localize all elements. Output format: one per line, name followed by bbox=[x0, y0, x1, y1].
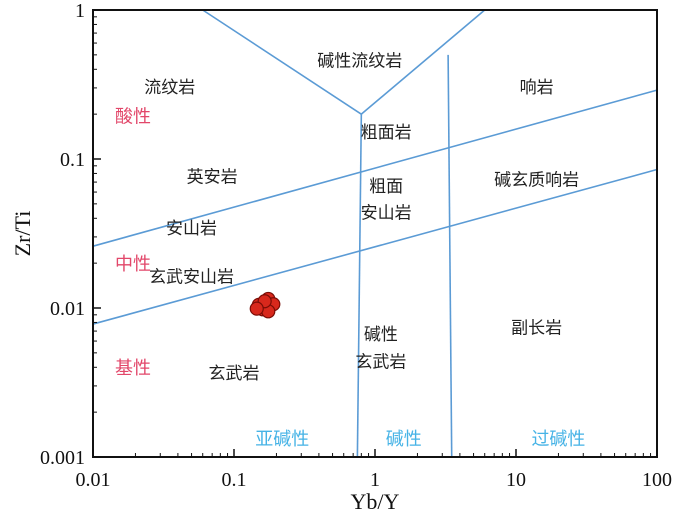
sample-point bbox=[249, 301, 264, 316]
boundary-line bbox=[360, 9, 486, 115]
field-label: 流纹岩 bbox=[144, 78, 195, 98]
alkalinity-label: 碱性 bbox=[386, 429, 422, 450]
acidity-label: 中性 bbox=[115, 254, 151, 275]
boundary-line bbox=[92, 168, 658, 325]
boundary-line bbox=[356, 114, 363, 458]
field-label: 副长岩 bbox=[511, 318, 562, 338]
field-label: 安山岩 bbox=[361, 204, 412, 224]
y-tick-label: 0.1 bbox=[60, 149, 85, 171]
field-label: 响岩 bbox=[520, 78, 554, 98]
x-tick-label: 1 bbox=[370, 469, 380, 491]
y-axis-title: Zr/Ti bbox=[10, 211, 35, 257]
y-tick-label: 1 bbox=[75, 0, 85, 22]
boundary-line bbox=[92, 89, 658, 247]
alkalinity-label: 过碱性 bbox=[531, 429, 585, 450]
field-label: 安山岩 bbox=[166, 219, 217, 239]
alkalinity-labels: 亚碱性 碱性 过碱性 bbox=[255, 429, 585, 450]
x-tick-label: 0.01 bbox=[76, 469, 111, 491]
alkalinity-label: 亚碱性 bbox=[255, 429, 309, 450]
acidity-label: 基性 bbox=[115, 358, 151, 379]
field-label: 碱性 bbox=[364, 325, 398, 345]
field-label: 碱性流纹岩 bbox=[317, 52, 402, 72]
x-axis-title: Yb/Y bbox=[351, 489, 400, 513]
field-label: 碱玄质响岩 bbox=[494, 170, 579, 190]
field-label: 玄武岩 bbox=[209, 364, 260, 384]
boundary-line bbox=[447, 54, 453, 458]
acidity-label: 酸性 bbox=[115, 106, 151, 127]
x-tick-label: 100 bbox=[642, 469, 672, 491]
field-boundaries bbox=[92, 9, 658, 458]
sample-points bbox=[249, 291, 281, 319]
field-label: 英安岩 bbox=[187, 168, 238, 188]
field-label: 粗面 bbox=[369, 177, 403, 197]
field-label: 粗面岩 bbox=[361, 123, 412, 143]
field-label: 玄武安山岩 bbox=[149, 268, 234, 288]
x-tick-label: 10 bbox=[506, 469, 526, 491]
boundary-line bbox=[202, 9, 362, 115]
y-tick-label: 0.001 bbox=[40, 447, 85, 469]
x-tick-label: 0.1 bbox=[222, 469, 247, 491]
field-label: 玄武岩 bbox=[355, 353, 406, 373]
y-tick-label: 0.01 bbox=[50, 298, 85, 320]
